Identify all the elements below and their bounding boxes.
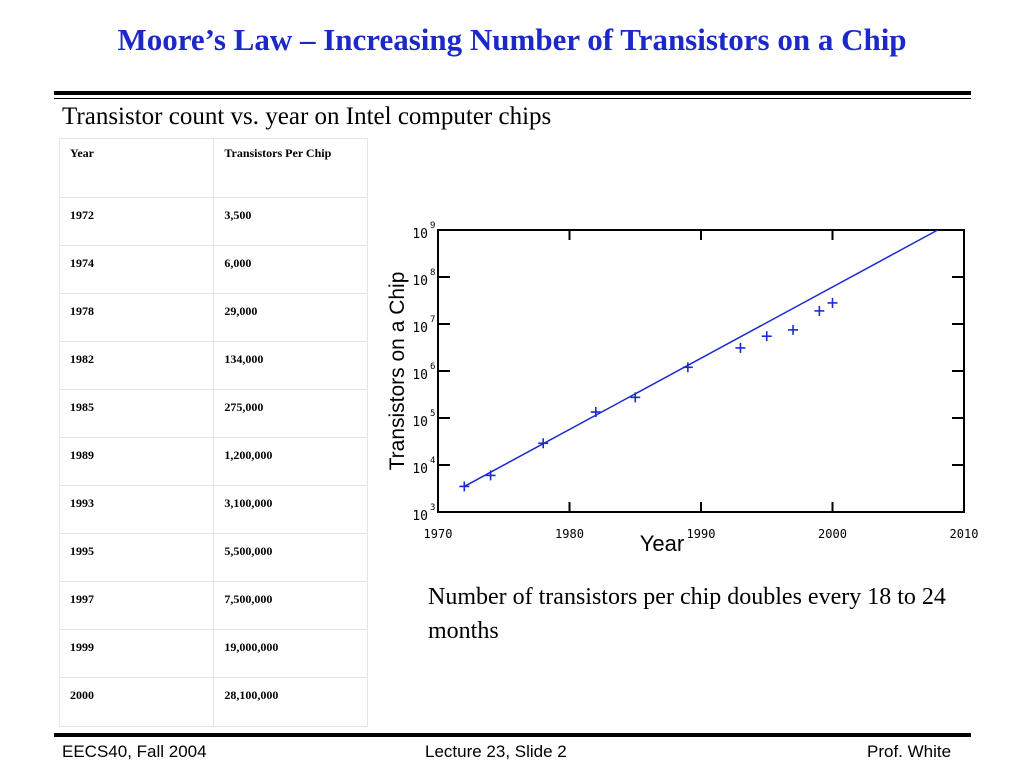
data-point [590,407,601,418]
y-tick-exponent: 4 [430,456,435,466]
x-axis-label: Year [640,531,684,556]
cell-year: 1982 [58,341,215,390]
cell-year: 1978 [58,293,215,342]
y-tick-label: 10 [412,227,428,242]
table-row: 2000 28,100,000 [58,677,368,727]
cell-year: 1989 [58,437,215,486]
y-tick-exponent: 9 [430,221,435,231]
cell-transistors: 3,500 [213,197,368,246]
bottom-rule-thick [54,733,971,737]
header-year: Year [58,138,215,198]
footer-course: EECS40, Fall 2004 [62,742,207,761]
table-row: 1995 5,500,000 [58,533,368,582]
slide-title: Moore’s Law – Increasing Number of Trans… [117,22,907,57]
y-tick-label: 10 [412,462,428,477]
y-tick-label: 10 [412,368,428,383]
table-row: 1989 1,200,000 [58,437,368,486]
top-rule-thick [54,91,971,95]
footer-lecture: Lecture 23, Slide 2 [425,742,567,761]
table-row: 1993 3,100,000 [58,485,368,534]
cell-year: 1985 [58,389,215,438]
y-tick-exponent: 6 [430,362,435,372]
cell-transistors: 28,100,000 [213,677,368,727]
cell-transistors: 6,000 [213,245,368,294]
table-row: 1972 3,500 [58,197,368,246]
cell-transistors: 29,000 [213,293,368,342]
table-row: 1978 29,000 [58,293,368,342]
x-axis-ticks: 1970 1980 1990 2000 2010 [424,230,979,541]
cell-transistors: 134,000 [213,341,368,390]
table-row: 1974 6,000 [58,245,368,294]
y-tick-exponent: 3 [430,503,435,513]
table-row: 1982 134,000 [58,341,368,390]
top-rule-thin [54,98,971,99]
data-point [538,438,549,449]
trend-line [463,229,939,488]
table-row: 1985 275,000 [58,389,368,438]
cell-year: 1995 [58,533,215,582]
cell-transistors: 19,000,000 [213,629,368,678]
cell-transistors: 5,500,000 [213,533,368,582]
cell-year: 1999 [58,629,215,678]
x-tick-label: 1990 [687,527,716,541]
doubling-note: Number of transistors per chip doubles e… [428,584,946,644]
cell-year: 1974 [58,245,215,294]
header-transistors: Transistors Per Chip [213,138,368,198]
table-header-row: Year Transistors Per Chip [58,138,368,198]
data-point [814,305,825,316]
y-tick-label: 10 [412,509,428,524]
plot-frame [437,229,965,513]
data-point [788,324,799,335]
x-tick-label: 2000 [818,527,847,541]
x-tick-label: 1980 [555,527,584,541]
transistor-table: Year Transistors Per Chip 1972 3,500 1974 6… [58,138,368,727]
cell-transistors: 275,000 [213,389,368,438]
data-point [682,362,693,373]
y-tick-label: 10 [412,321,428,336]
moores-law-chart: 1970 1980 1990 2000 2010 1091081071061051041… [386,221,979,556]
data-point [761,331,772,342]
y-tick-label: 10 [412,415,428,430]
cell-year: 2000 [58,677,215,727]
y-tick-label: 10 [412,274,428,289]
cell-year: 1993 [58,485,215,534]
data-point [630,392,641,403]
data-point [485,470,496,481]
y-tick-exponent: 8 [430,268,435,278]
data-points [459,297,838,492]
cell-transistors: 3,100,000 [213,485,368,534]
data-point [735,342,746,353]
cell-transistors: 1,200,000 [213,437,368,486]
cell-year: 1972 [58,197,215,246]
slide-subtitle: Transistor count vs. year on Intel compu… [62,103,552,130]
table-row: 1999 19,000,000 [58,629,368,678]
data-point [459,481,470,492]
y-tick-exponent: 5 [430,409,435,419]
y-tick-exponent: 7 [430,315,435,325]
cell-transistors: 7,500,000 [213,581,368,630]
cell-year: 1997 [58,581,215,630]
table-row: 1997 7,500,000 [58,581,368,630]
y-axis-label: Transistors on a Chip [386,272,409,471]
footer-author: Prof. White [867,742,952,761]
x-tick-label: 1970 [424,527,453,541]
x-tick-label: 2010 [950,527,979,541]
data-point [827,297,838,308]
